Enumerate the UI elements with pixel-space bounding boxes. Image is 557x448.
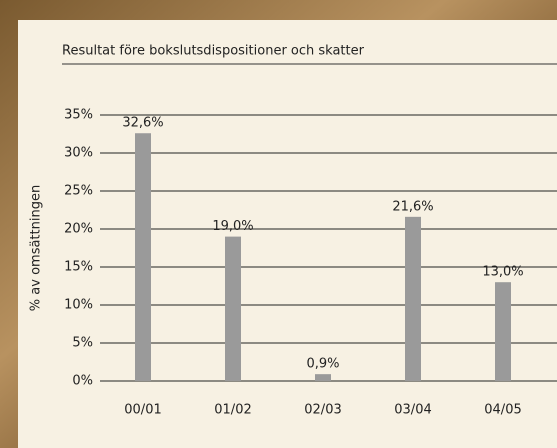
x-tick-label: 02/03: [304, 403, 341, 418]
y-tick-label: 5%: [72, 336, 93, 351]
data-label: 13,0%: [482, 265, 523, 280]
chart-title: Resultat före bokslutsdispositioner och …: [62, 44, 365, 59]
x-tick-label: 00/01: [124, 403, 161, 418]
bar: [135, 133, 151, 381]
y-tick-label: 20%: [64, 222, 93, 237]
data-label: 21,6%: [392, 199, 433, 214]
y-tick-label: 10%: [64, 298, 93, 313]
panel: [18, 20, 557, 448]
data-label: 0,9%: [306, 357, 339, 372]
bar: [495, 282, 511, 381]
bar: [405, 216, 421, 381]
y-tick-label: 25%: [64, 184, 93, 199]
y-tick-label: 0%: [72, 374, 93, 389]
y-tick-label: 35%: [64, 108, 93, 123]
y-tick-label: 30%: [64, 146, 93, 161]
data-label: 32,6%: [122, 116, 163, 131]
x-tick-label: 01/02: [214, 403, 251, 418]
y-axis-label: % av omsättningen: [29, 185, 44, 311]
data-label: 19,0%: [212, 219, 253, 234]
x-tick-label: 03/04: [394, 403, 431, 418]
y-tick-label: 15%: [64, 260, 93, 275]
bar: [315, 374, 331, 381]
x-tick-label: 04/05: [484, 403, 521, 418]
bar: [225, 236, 241, 381]
